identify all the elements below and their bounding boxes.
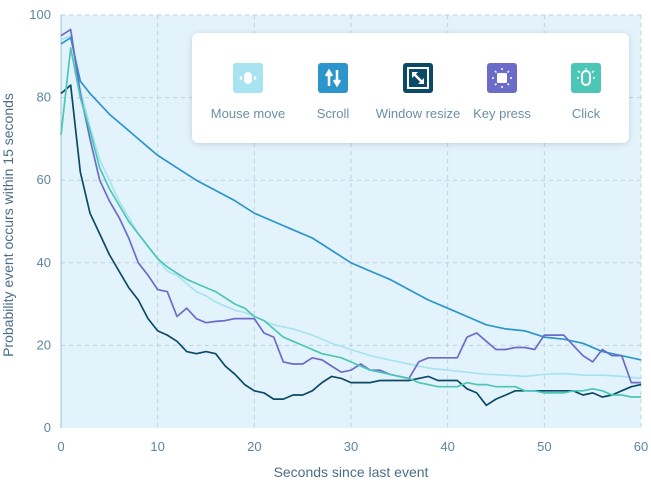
series-line-window-resize (60, 84, 642, 407)
legend-item-key-press[interactable]: Key press (447, 63, 557, 121)
legend-label: Window resize (375, 106, 461, 121)
series-lines (60, 28, 642, 407)
legend-label: Key press (473, 106, 531, 121)
legend-item-click[interactable]: Click (531, 63, 641, 121)
window-resize-icon (403, 63, 433, 93)
legend-label: Click (571, 106, 601, 121)
y-tick-label: 0 (44, 420, 51, 435)
legend: Mouse move Scroll Window resize Key (192, 33, 629, 143)
click-icon (571, 63, 601, 93)
x-tick-label: 30 (344, 439, 358, 454)
y-tick-label: 40 (37, 255, 51, 270)
x-tick-label: 0 (57, 439, 64, 454)
y-tick-label: 20 (37, 337, 51, 352)
x-axis-label: Seconds since last event (274, 464, 429, 480)
y-tick-label: 60 (37, 172, 51, 187)
x-tick-label: 50 (537, 439, 551, 454)
legend-item-window-resize[interactable]: Window resize (363, 63, 473, 121)
legend-item-scroll[interactable]: Scroll (278, 63, 388, 121)
x-tick-label: 10 (150, 439, 164, 454)
series-line-key-press (60, 28, 641, 384)
key-press-icon (487, 63, 517, 93)
scroll-icon (318, 63, 348, 93)
series-line-click (60, 47, 641, 398)
mouse-move-icon (233, 63, 263, 93)
x-axis: 0 10 20 30 40 50 60 (57, 439, 648, 454)
x-tick-label: 40 (440, 439, 454, 454)
legend-label: Scroll (316, 106, 350, 121)
y-tick-label: 80 (37, 90, 51, 105)
x-tick-label: 60 (634, 439, 648, 454)
y-axis-label: Probability event occurs within 15 secon… (0, 93, 16, 357)
y-tick-label: 100 (29, 7, 51, 22)
y-axis: 0 20 40 60 80 100 (29, 7, 51, 435)
legend-item-mouse-move[interactable]: Mouse move (193, 63, 303, 121)
x-tick-label: 20 (247, 439, 261, 454)
legend-label: Mouse move (210, 106, 286, 121)
series-line-scroll (60, 36, 642, 361)
